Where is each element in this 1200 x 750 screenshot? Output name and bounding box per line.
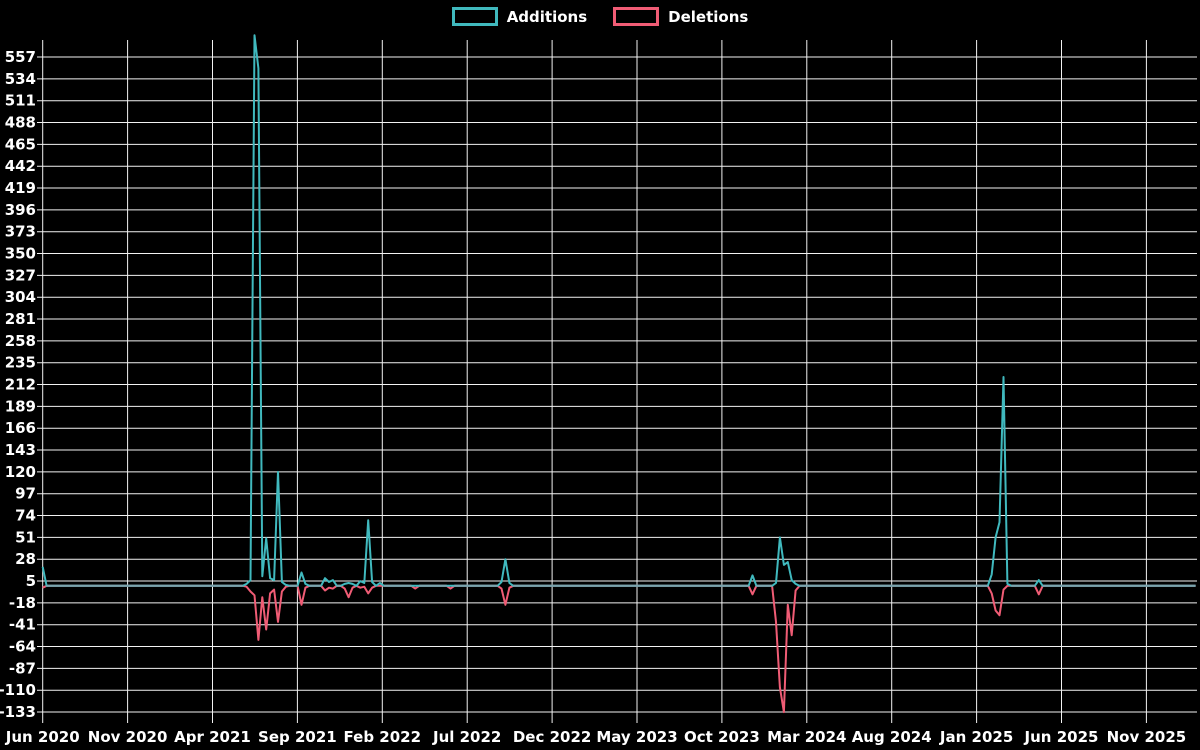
y-tick-label: 120	[5, 463, 36, 481]
y-tick-label: 212	[5, 376, 36, 394]
x-tick-label: Nov 2020	[88, 728, 168, 746]
x-tick-label: Dec 2022	[513, 728, 592, 746]
y-tick-label: 327	[5, 266, 36, 284]
y-tick-label: -87	[9, 659, 36, 677]
y-tick-label: 189	[5, 397, 36, 415]
y-tick-label: 419	[5, 179, 36, 197]
x-tick-label: Oct 2023	[684, 728, 760, 746]
x-tick-label: Aug 2024	[852, 728, 932, 746]
y-tick-label: 511	[5, 92, 36, 110]
x-tick-label: Jan 2025	[939, 728, 1013, 746]
y-tick-label: 396	[5, 201, 36, 219]
y-tick-label: 166	[5, 419, 36, 437]
y-tick-label: 5	[26, 572, 36, 590]
y-tick-label: -64	[9, 638, 36, 656]
y-tick-label: 258	[5, 332, 36, 350]
y-tick-label: 281	[5, 310, 36, 328]
x-tick-label: Sep 2021	[258, 728, 337, 746]
additions-swatch-icon	[451, 7, 498, 26]
y-tick-label: -18	[9, 594, 36, 612]
y-tick-label: 350	[5, 245, 36, 263]
x-tick-label: Nov 2025	[1107, 728, 1187, 746]
x-tick-label: Apr 2021	[174, 728, 251, 746]
y-tick-label: 465	[5, 135, 36, 153]
y-tick-label: 534	[5, 70, 36, 88]
x-tick-label: Jul 2022	[432, 728, 501, 746]
x-tick-label: Feb 2022	[344, 728, 422, 746]
deletions-swatch-icon	[613, 7, 660, 26]
y-tick-label: 373	[5, 223, 36, 241]
chart-legend: Additions Deletions	[0, 7, 1200, 26]
x-tick-label: May 2023	[596, 728, 677, 746]
y-tick-label: 488	[5, 114, 36, 132]
legend-label-deletions: Deletions	[668, 7, 749, 26]
y-tick-label: -110	[0, 681, 36, 699]
x-tick-label: Mar 2024	[767, 728, 846, 746]
y-tick-label: 51	[15, 528, 36, 546]
y-tick-label: -41	[9, 616, 36, 634]
x-tick-label: Jun 2020	[5, 728, 80, 746]
y-tick-label: 97	[15, 485, 36, 503]
y-tick-label: -133	[0, 703, 36, 721]
x-tick-label: Jun 2025	[1024, 728, 1099, 746]
legend-label-additions: Additions	[506, 7, 588, 26]
legend-item-deletions[interactable]: Deletions	[613, 7, 748, 26]
additions-line	[41, 34, 1196, 587]
y-tick-label: 28	[15, 550, 36, 568]
y-tick-label: 235	[5, 354, 36, 372]
y-tick-label: 304	[5, 288, 36, 306]
y-tick-label: 74	[15, 507, 36, 525]
y-tick-label: 557	[5, 48, 36, 66]
y-tick-label: 442	[5, 157, 36, 175]
deletions-line	[42, 584, 1196, 714]
y-tick-label: 143	[5, 441, 36, 459]
legend-item-additions[interactable]: Additions	[451, 7, 588, 26]
